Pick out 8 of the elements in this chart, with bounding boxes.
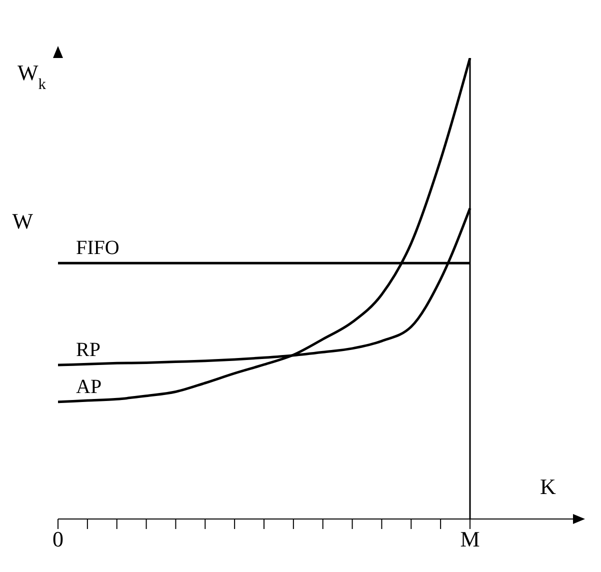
series-label: AP bbox=[76, 376, 102, 398]
series-label: RP bbox=[76, 339, 100, 362]
series-label: FIFO bbox=[76, 237, 120, 260]
text: W bbox=[12, 208, 34, 234]
y-axis-title: W$_{k}$ bbox=[18, 60, 46, 92]
x-tick-label: 0 bbox=[52, 526, 64, 552]
x-axis-title: K bbox=[540, 474, 556, 499]
x-tick-label: M bbox=[460, 526, 480, 552]
